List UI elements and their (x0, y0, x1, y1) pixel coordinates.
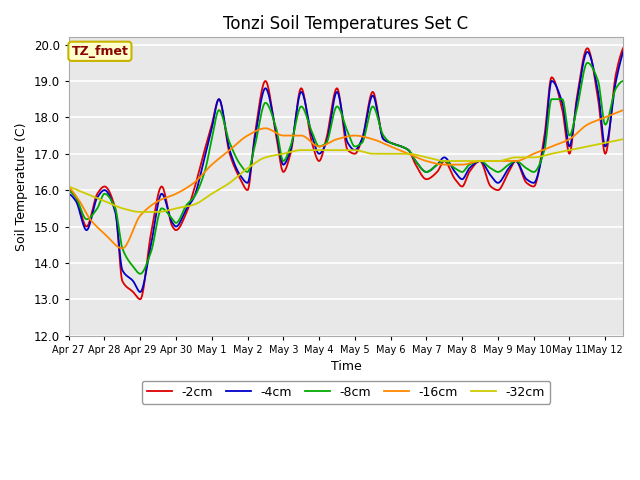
-32cm (310, 147, 317, 153)
-16cm (310, 141, 317, 147)
-32cm (620, 136, 627, 142)
-32cm (65, 184, 72, 190)
-16cm (65, 184, 72, 190)
-4cm (498, 177, 506, 183)
Line: -32cm: -32cm (68, 139, 623, 212)
-16cm (508, 158, 515, 164)
Line: -4cm: -4cm (68, 52, 623, 292)
-16cm (446, 162, 454, 168)
-16cm (118, 245, 126, 251)
-4cm (122, 272, 129, 277)
-16cm (498, 158, 506, 164)
-2cm (620, 46, 627, 51)
-16cm (122, 243, 130, 249)
-32cm (136, 209, 144, 215)
-8cm (290, 132, 298, 138)
-4cm (136, 289, 144, 295)
-4cm (508, 162, 515, 168)
Line: -8cm: -8cm (68, 63, 623, 274)
-2cm (136, 296, 144, 302)
-2cm (508, 164, 515, 169)
-8cm (310, 133, 317, 139)
-32cm (498, 158, 506, 164)
-2cm (122, 283, 129, 288)
-4cm (290, 132, 298, 137)
-16cm (620, 107, 627, 113)
-8cm (584, 60, 591, 66)
-4cm (620, 49, 627, 55)
Line: -16cm: -16cm (68, 110, 623, 248)
-8cm (65, 187, 72, 193)
-4cm (65, 191, 72, 197)
-32cm (446, 158, 454, 164)
-4cm (310, 138, 317, 144)
-4cm (446, 161, 454, 167)
-8cm (498, 168, 506, 173)
-2cm (498, 184, 506, 190)
-2cm (65, 187, 72, 193)
-2cm (290, 133, 298, 139)
-2cm (310, 145, 317, 151)
Legend: -2cm, -4cm, -8cm, -16cm, -32cm: -2cm, -4cm, -8cm, -16cm, -32cm (141, 381, 550, 404)
Line: -2cm: -2cm (68, 48, 623, 299)
-2cm (446, 166, 454, 172)
-8cm (508, 160, 515, 166)
-8cm (620, 78, 627, 84)
-32cm (508, 155, 515, 161)
X-axis label: Time: Time (330, 360, 362, 373)
-16cm (290, 132, 298, 138)
Title: Tonzi Soil Temperatures Set C: Tonzi Soil Temperatures Set C (223, 15, 468, 33)
Text: TZ_fmet: TZ_fmet (72, 45, 129, 58)
-8cm (122, 252, 129, 258)
Y-axis label: Soil Temperature (C): Soil Temperature (C) (15, 122, 28, 251)
-32cm (290, 148, 298, 154)
-8cm (136, 271, 144, 276)
-32cm (122, 206, 129, 212)
-8cm (446, 161, 454, 167)
